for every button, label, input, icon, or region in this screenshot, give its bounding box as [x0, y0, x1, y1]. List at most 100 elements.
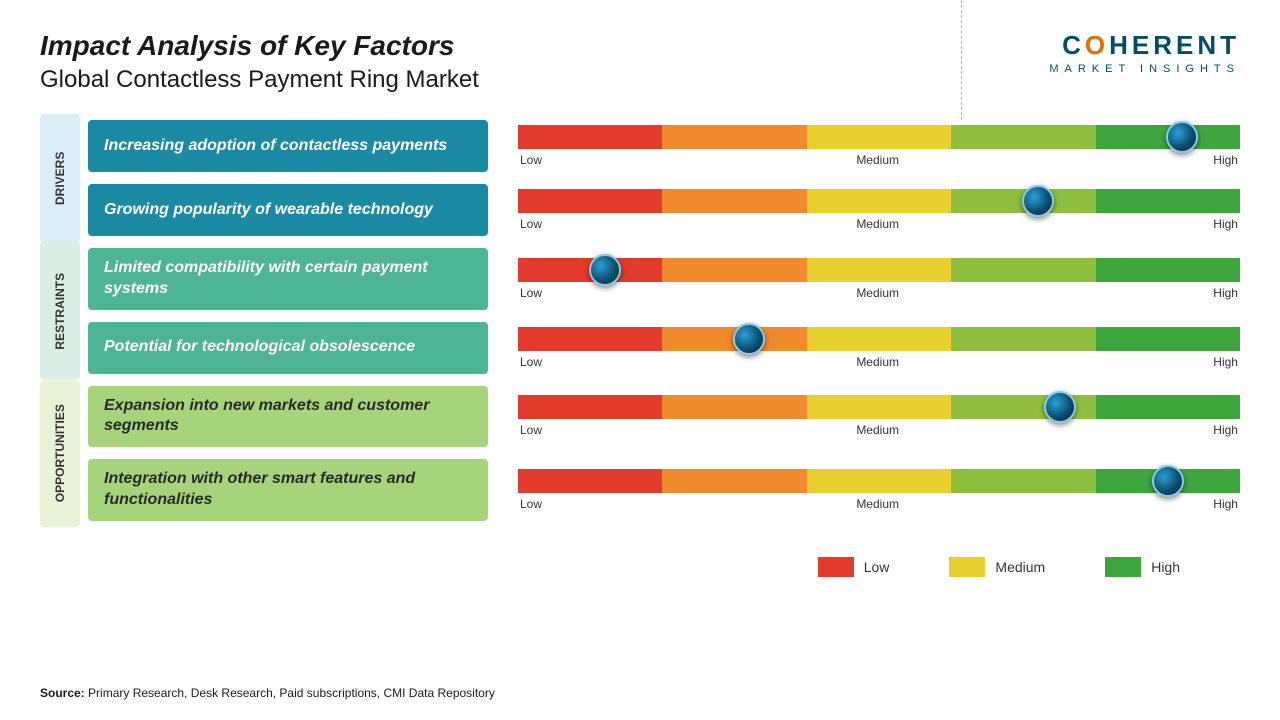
scale-segment	[1096, 189, 1240, 213]
content-area: DRIVERSIncreasing adoption of contactles…	[40, 114, 1240, 527]
scale-bar	[518, 327, 1240, 351]
scale-segment	[518, 469, 662, 493]
legend-label: Low	[864, 559, 890, 575]
scale-segment	[662, 395, 806, 419]
scale-label-medium: Medium	[856, 355, 899, 369]
factor-row: Expansion into new markets and customer …	[88, 386, 1240, 448]
marker-icon	[1166, 121, 1198, 153]
legend-swatch	[949, 557, 985, 577]
factor-row: Increasing adoption of contactless payme…	[88, 120, 1240, 172]
scale-wrap: Low Medium High	[518, 258, 1240, 300]
factor-row: Limited compatibility with certain payme…	[88, 248, 1240, 310]
scale-segment	[662, 125, 806, 149]
scale-label-low: Low	[520, 217, 542, 231]
factor-row: Potential for technological obsolescence…	[88, 322, 1240, 374]
legend-item: High	[1105, 557, 1180, 577]
scale-label-high: High	[1213, 423, 1238, 437]
scale-label-low: Low	[520, 153, 542, 167]
scale-segment	[807, 469, 951, 493]
factor-label: Integration with other smart features an…	[88, 459, 488, 521]
scale-segment	[951, 469, 1095, 493]
scale-label-low: Low	[520, 497, 542, 511]
divider-line	[961, 0, 962, 120]
scale-label-medium: Medium	[856, 286, 899, 300]
factor-label: Limited compatibility with certain payme…	[88, 248, 488, 310]
scale-label-low: Low	[520, 355, 542, 369]
scale-bar	[518, 395, 1240, 419]
scale-labels: LowMediumHigh	[518, 217, 1240, 231]
legend: Low Medium High	[40, 557, 1240, 577]
scale-label-high: High	[1213, 286, 1238, 300]
category-label: RESTRAINTS	[40, 242, 80, 380]
category-label: DRIVERS	[40, 114, 80, 242]
scale-wrap: LowMediumHigh	[518, 189, 1240, 231]
marker-icon	[1022, 185, 1054, 217]
legend-label: Medium	[995, 559, 1045, 575]
scale-labels: LowMediumHigh	[518, 497, 1240, 511]
scale-bar	[518, 258, 1240, 282]
scale-label-low: Low	[520, 286, 542, 300]
category-rows: Increasing adoption of contactless payme…	[88, 114, 1240, 242]
scale-segment	[518, 189, 662, 213]
factor-label: Increasing adoption of contactless payme…	[88, 120, 488, 172]
marker-icon	[589, 254, 621, 286]
scale-segment	[807, 258, 951, 282]
scale-label-high: High	[1213, 497, 1238, 511]
scale-segment	[1096, 258, 1240, 282]
category-group: RESTRAINTSLimited compatibility with cer…	[40, 242, 1240, 380]
logo-tagline: MARKET INSIGHTS	[1049, 63, 1240, 75]
scale-wrap: Low Medium High	[518, 125, 1240, 167]
scale-segment	[662, 258, 806, 282]
scale-labels: Low Medium High	[518, 355, 1240, 369]
category-label: OPPORTUNITIES	[40, 380, 80, 527]
factor-label: Growing popularity of wearable technolog…	[88, 184, 488, 236]
scale-label-medium: Medium	[856, 217, 899, 231]
scale-label-medium: Medium	[856, 423, 899, 437]
scale-segment	[1096, 395, 1240, 419]
scale-bar	[518, 125, 1240, 149]
scale-segment	[951, 327, 1095, 351]
legend-item: Medium	[949, 557, 1045, 577]
scale-labels: Low Medium High	[518, 286, 1240, 300]
marker-icon	[1044, 391, 1076, 423]
factor-row: Integration with other smart features an…	[88, 459, 1240, 521]
legend-item: Low	[818, 557, 890, 577]
scale-wrap: Low Medium High	[518, 327, 1240, 369]
scale-label-medium: Medium	[856, 153, 899, 167]
source-prefix: Source:	[40, 686, 85, 700]
scale-label-high: High	[1213, 355, 1238, 369]
scale-segment	[662, 189, 806, 213]
source-line: Source: Primary Research, Desk Research,…	[40, 686, 495, 700]
chart-container: Impact Analysis of Key Factors Global Co…	[0, 0, 1280, 720]
legend-swatch	[818, 557, 854, 577]
scale-segment	[1096, 327, 1240, 351]
scale-bar	[518, 189, 1240, 213]
chart-title: Impact Analysis of Key Factors	[40, 30, 479, 62]
factor-row: Growing popularity of wearable technolog…	[88, 184, 1240, 236]
scale-wrap: Low Medium High	[518, 395, 1240, 437]
scale-segment	[951, 258, 1095, 282]
scale-segment	[518, 395, 662, 419]
category-rows: Expansion into new markets and customer …	[88, 380, 1240, 527]
legend-label: High	[1151, 559, 1180, 575]
marker-icon	[733, 323, 765, 355]
header: Impact Analysis of Key Factors Global Co…	[40, 30, 1240, 94]
scale-wrap: LowMediumHigh	[518, 469, 1240, 511]
scale-segment	[951, 125, 1095, 149]
category-rows: Limited compatibility with certain payme…	[88, 242, 1240, 380]
scale-bar	[518, 469, 1240, 493]
scale-label-high: High	[1213, 153, 1238, 167]
scale-segment	[807, 189, 951, 213]
title-block: Impact Analysis of Key Factors Global Co…	[40, 30, 479, 94]
logo-text: COHERENT	[1049, 30, 1240, 61]
factor-label: Expansion into new markets and customer …	[88, 386, 488, 448]
scale-segment	[518, 125, 662, 149]
scale-segment	[807, 395, 951, 419]
scale-segment	[518, 327, 662, 351]
scale-label-low: Low	[520, 423, 542, 437]
scale-segment	[662, 469, 806, 493]
scale-labels: Low Medium High	[518, 153, 1240, 167]
scale-segment	[807, 327, 951, 351]
scale-labels: Low Medium High	[518, 423, 1240, 437]
chart-subtitle: Global Contactless Payment Ring Market	[40, 66, 479, 94]
